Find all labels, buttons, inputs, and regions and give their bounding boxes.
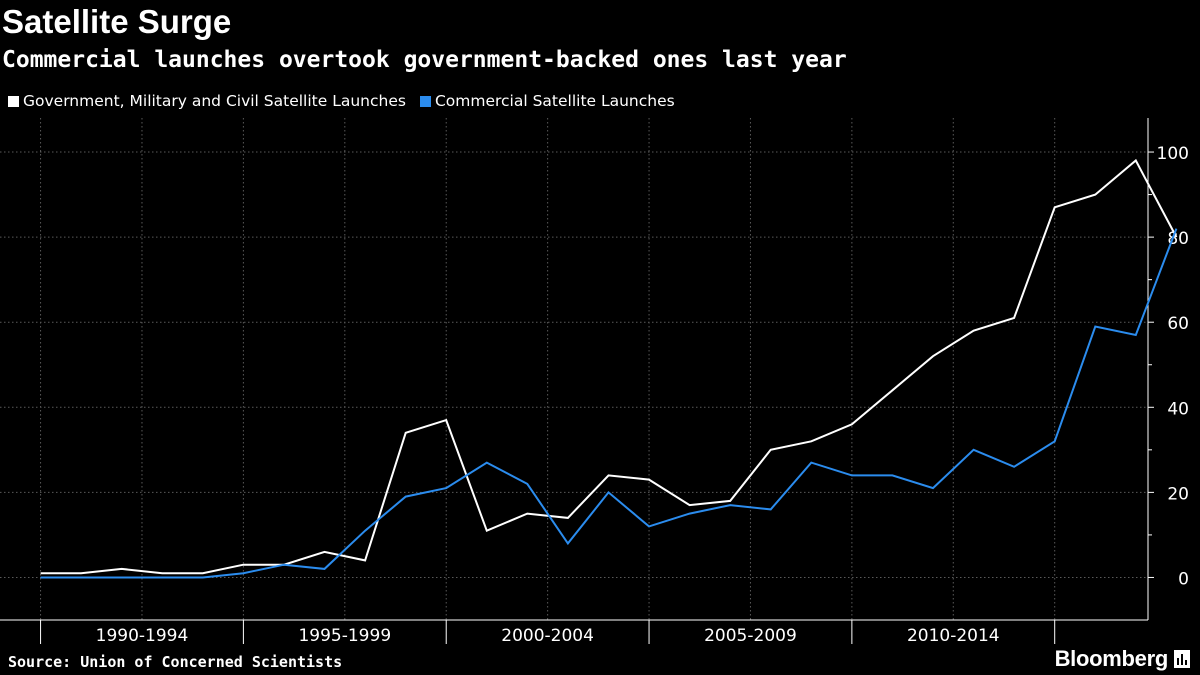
legend: Government, Military and Civil Satellite…	[8, 90, 689, 112]
x-tick-label: 1995-1999	[298, 626, 391, 646]
y-tick-label: 40	[1167, 399, 1189, 419]
commercial-series-line	[40, 228, 1178, 579]
government-series-line	[40, 158, 1178, 575]
x-tick-label: 2005-2009	[704, 626, 797, 646]
y-tick-label: 80	[1167, 229, 1189, 249]
legend-label-commercial: Commercial Satellite Launches	[434, 92, 675, 110]
y-tick-label: 100	[1157, 144, 1189, 164]
y-tick-label: 20	[1167, 484, 1189, 504]
source-note: Source: Union of Concerned Scientists	[8, 653, 343, 671]
y-tick-label: 0	[1178, 569, 1189, 589]
legend-item-commercial: Commercial Satellite Launches	[419, 92, 675, 110]
y-tick-label: 60	[1167, 314, 1189, 334]
legend-swatch-commercial	[419, 95, 431, 107]
brand-name: Bloomberg	[1054, 646, 1169, 671]
chart-title: Satellite Surge	[2, 3, 232, 40]
x-tick-label: 2010-2014	[907, 626, 1000, 646]
x-tick-label: 1990-1994	[96, 626, 189, 646]
chart-subtitle: Commercial launches overtook government-…	[2, 47, 847, 73]
legend-item-government: Government, Military and Civil Satellite…	[8, 92, 406, 110]
legend-swatch-government	[8, 95, 19, 107]
bloomberg-chart-icon	[1174, 650, 1190, 668]
x-tick-label: 2000-2004	[501, 626, 594, 646]
brand-logo: Bloomberg	[1055, 645, 1190, 673]
legend-label-government: Government, Military and Civil Satellite…	[23, 92, 406, 110]
